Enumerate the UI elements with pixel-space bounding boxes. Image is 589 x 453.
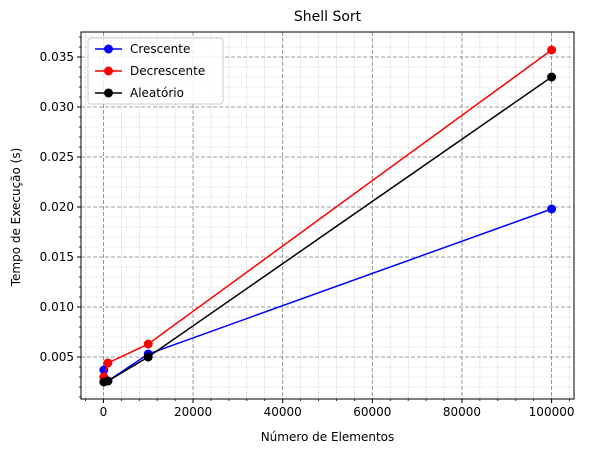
series-line — [103, 76, 553, 383]
series-line — [103, 49, 553, 378]
y-tick-label: 0.020 — [40, 200, 74, 214]
y-axis-label: Tempo de Execução (s) — [9, 148, 23, 288]
legend-label: Decrescente — [130, 64, 205, 78]
data-point — [547, 204, 557, 214]
legend-item: Crescente — [95, 42, 190, 56]
data-point — [143, 339, 153, 349]
series-line — [103, 208, 552, 383]
data-point — [103, 358, 113, 368]
data-point — [547, 45, 557, 55]
legend-label: Crescente — [130, 42, 190, 56]
x-tick-label: 0 — [100, 405, 108, 419]
data-point — [547, 72, 557, 82]
data-point — [143, 352, 153, 362]
y-tick-label: 0.025 — [40, 150, 74, 164]
legend-marker — [104, 44, 113, 54]
legend-label: Aleatório — [130, 86, 184, 100]
legend-item: Aleatório — [95, 86, 184, 100]
y-tick-label: 0.005 — [40, 350, 74, 364]
legend-box — [87, 37, 224, 105]
y-axis-ticks: 0.005 0.010 0.015 0.020 0.025 0.030 0.035 — [40, 36, 81, 398]
x-tick-label: 80000 — [443, 405, 481, 419]
series-3 — [99, 72, 557, 387]
data-point — [103, 376, 113, 386]
legend-marker — [104, 88, 113, 98]
x-axis-label: Número de Elementos — [261, 430, 395, 444]
series-2 — [99, 45, 557, 382]
x-tick-label: 60000 — [353, 405, 391, 419]
x-axis-ticks: 0 20000 40000 60000 80000 100000 — [85, 399, 574, 419]
x-tick-label: 100000 — [529, 405, 575, 419]
plot-frame — [80, 31, 575, 400]
legend-item: Decrescente — [95, 64, 205, 78]
y-tick-label: 0.035 — [40, 50, 74, 64]
x-tick-label: 40000 — [264, 405, 302, 419]
y-tick-label: 0.010 — [40, 300, 74, 314]
legend-marker — [104, 66, 113, 76]
chart-title: Shell Sort — [294, 9, 362, 25]
y-tick-label: 0.030 — [40, 100, 74, 114]
x-tick-label: 20000 — [174, 405, 212, 419]
series-layer — [99, 45, 557, 387]
y-tick-label: 0.015 — [40, 250, 74, 264]
legend: Crescente Decrescente Aleatório — [87, 37, 224, 105]
